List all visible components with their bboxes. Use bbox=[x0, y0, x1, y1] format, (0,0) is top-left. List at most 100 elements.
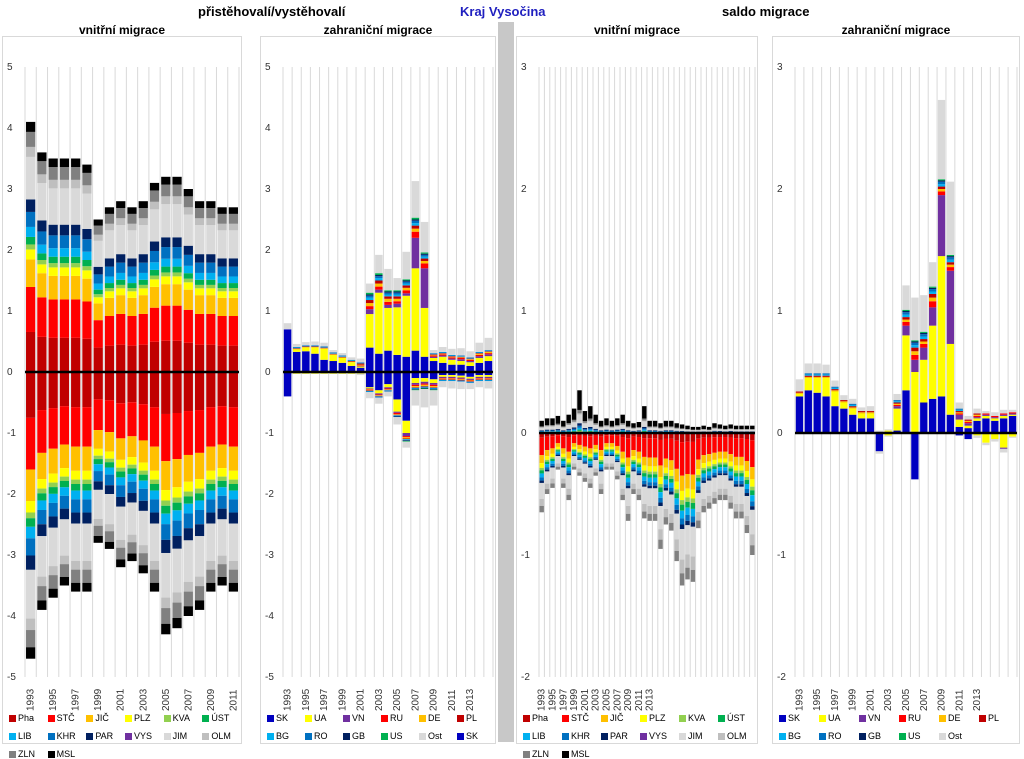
title-center: Kraj Vysočina bbox=[460, 4, 546, 19]
bar-segment-KVA bbox=[696, 475, 700, 478]
bar-segment-RO bbox=[302, 345, 309, 346]
legend-swatch bbox=[979, 715, 986, 722]
bar-segment-LIB bbox=[604, 431, 608, 432]
bar-segment-MSL bbox=[94, 536, 103, 543]
x-tick-label: 1993 bbox=[26, 688, 37, 711]
bar-segment-LIB bbox=[116, 477, 125, 485]
bar-segment-VN bbox=[893, 406, 900, 408]
bar-segment-ZLN bbox=[739, 512, 743, 519]
legend-item: PAR bbox=[601, 731, 628, 741]
bar-segment-JIM bbox=[626, 488, 630, 506]
bar-segment-MSL bbox=[139, 201, 148, 208]
bar-segment-SK bbox=[814, 393, 821, 433]
bar-segment-DE bbox=[457, 357, 464, 358]
bar-segment-BG bbox=[929, 291, 936, 293]
bar-segment-MSL bbox=[572, 409, 576, 420]
bar-segment-ZLN bbox=[583, 478, 587, 482]
bar-segment-JIM bbox=[620, 475, 624, 488]
bar-segment-Pha bbox=[37, 372, 46, 410]
legend-label: PAR bbox=[95, 731, 113, 741]
bar-segment-VN bbox=[412, 238, 419, 268]
bar-segment-UA bbox=[329, 355, 336, 361]
bar-segment-RO bbox=[466, 382, 473, 383]
bar-segment-KHR bbox=[750, 501, 754, 506]
bar-segment-ZLN bbox=[105, 531, 114, 542]
bar-segment-RO bbox=[831, 387, 838, 388]
x-tick-label: 1997 bbox=[319, 688, 330, 711]
bar-segment-OLM bbox=[599, 484, 603, 489]
bar-segment-RO bbox=[430, 388, 437, 389]
bar-segment-DE bbox=[485, 352, 492, 353]
bar-segment-UA bbox=[348, 373, 355, 374]
bar-segment-JIČ bbox=[37, 273, 46, 297]
bar-segment-Ost bbox=[466, 351, 473, 357]
bar-segment-PAR bbox=[658, 431, 662, 432]
bar-segment-VN bbox=[466, 379, 473, 380]
legend-swatch bbox=[562, 751, 569, 758]
bar-segment-ÚST bbox=[150, 270, 159, 276]
bar-segment-Ost bbox=[439, 381, 446, 387]
bar-segment-JIM bbox=[550, 468, 554, 479]
bar-segment-PL bbox=[858, 411, 865, 412]
bar-segment-RU bbox=[457, 379, 464, 380]
legend-label: PLZ bbox=[134, 713, 151, 723]
bar-segment-ZLN bbox=[217, 564, 226, 577]
bar-segment-US bbox=[421, 388, 428, 389]
bar-segment-SK bbox=[393, 372, 400, 399]
bar-segment-ZLN bbox=[206, 208, 215, 218]
bar-segment-LIB bbox=[626, 478, 630, 482]
bar-segment-BG bbox=[476, 380, 483, 381]
bar-segment-RO bbox=[366, 296, 373, 298]
y-tick-label: 3 bbox=[265, 184, 271, 195]
legend-swatch bbox=[601, 715, 608, 722]
bar-segment-PAR bbox=[745, 493, 749, 496]
bar-segment-LIB bbox=[734, 477, 738, 481]
legend-item: GB bbox=[859, 731, 881, 741]
bar-segment-BG bbox=[421, 387, 428, 388]
y-tick-label: -1 bbox=[7, 428, 16, 439]
bar-segment-Ost bbox=[320, 343, 327, 347]
bar-segment-PLZ bbox=[658, 477, 662, 484]
bar-segment-JIM bbox=[229, 230, 238, 258]
bar-segment-Ost bbox=[357, 374, 364, 375]
legend-swatch bbox=[164, 715, 171, 722]
bar-segment-OLM bbox=[745, 516, 749, 525]
bar-segment-OLM bbox=[206, 218, 215, 225]
title-left: přistěhovalí/vystěhovalí bbox=[198, 4, 345, 19]
legend-item: OLM bbox=[202, 731, 231, 741]
bar-segment-KHR bbox=[161, 524, 170, 540]
bar-segment-PLZ bbox=[116, 288, 125, 295]
bar-segment-JIČ bbox=[49, 449, 58, 474]
legend-item: UA bbox=[305, 713, 327, 723]
bar-segment-ZLN bbox=[139, 553, 148, 565]
bar-segment-ZLN bbox=[184, 592, 193, 607]
bar-segment-Pha bbox=[94, 348, 103, 372]
bar-segment-STČ bbox=[229, 316, 238, 346]
bar-segment-PLZ bbox=[60, 468, 69, 477]
legend-item: PAR bbox=[86, 731, 113, 741]
bar-segment-ÚST bbox=[712, 466, 716, 469]
bar-segment-Ost bbox=[403, 252, 410, 279]
bar-segment-VN bbox=[384, 305, 391, 308]
bar-segment-ZLN bbox=[545, 425, 549, 426]
bar-segment-UA bbox=[302, 348, 309, 352]
bar-segment-PAR bbox=[566, 473, 570, 475]
bar-segment-STČ bbox=[669, 439, 673, 460]
bar-segment-OLM bbox=[550, 479, 554, 484]
legend-swatch bbox=[202, 733, 209, 740]
bar-segment-LIB bbox=[739, 477, 743, 481]
bar-segment-SK bbox=[1000, 418, 1007, 433]
bar-segment-PAR bbox=[161, 540, 170, 553]
bar-segment-LIB bbox=[60, 248, 69, 257]
bar-segment-Pha bbox=[127, 372, 136, 402]
bar-segment-RU bbox=[403, 436, 410, 437]
bar-segment-KHR bbox=[669, 488, 673, 492]
bar-segment-LIB bbox=[127, 474, 136, 482]
bar-segment-MSL bbox=[184, 189, 193, 196]
bar-segment-JIČ bbox=[664, 459, 668, 468]
bar-segment-ZLN bbox=[572, 467, 576, 470]
legend-item: SK bbox=[779, 713, 800, 723]
bar-segment-KHR bbox=[707, 475, 711, 478]
bar-segment-UA bbox=[439, 357, 446, 363]
bar-segment-STČ bbox=[745, 439, 749, 461]
